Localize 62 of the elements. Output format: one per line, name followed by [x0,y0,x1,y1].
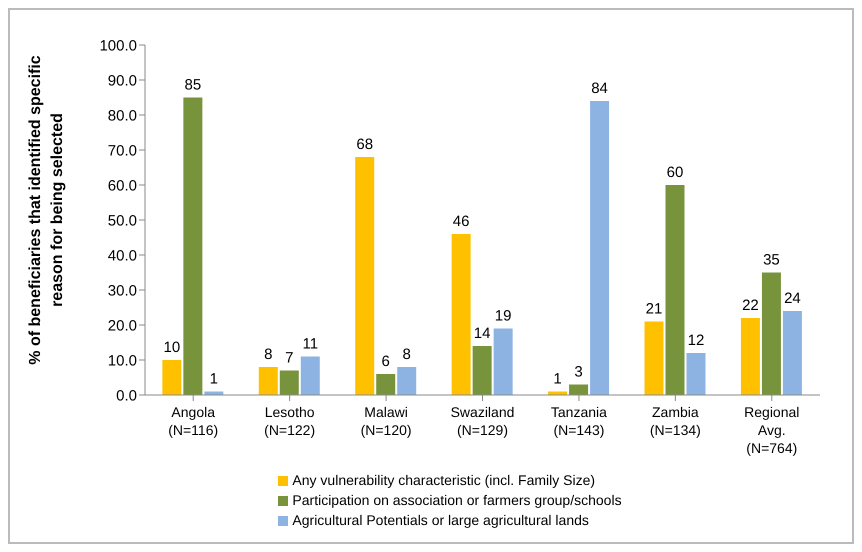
y-tick-label: 80.0 [108,107,137,124]
bar [644,322,664,395]
legend-label: Participation on association or farmers group/schools [292,492,622,508]
y-axis-title: % of beneficiaries that identified specific reason for being selected [27,55,66,365]
data-label: 7 [285,350,294,366]
y-tick-label: 30.0 [108,282,137,300]
x-tick-label: Regional Avg. (N=764) [744,404,800,456]
data-label: 6 [382,353,390,370]
bar [762,272,781,395]
bar [472,346,492,395]
data-label: 12 [688,332,704,349]
data-label: 1 [553,370,562,388]
bar [300,356,320,395]
data-label: 8 [264,346,272,363]
data-label: 11 [302,336,318,352]
bar [258,367,278,395]
x-tick-label: Malawi (N=120) [360,404,412,438]
data-label: 14 [474,325,490,342]
x-tick-label: Lesotho (N=122) [264,404,316,438]
bar [740,318,760,395]
legend-label: Any vulnerability characteristic (incl. Family Size) [292,472,596,488]
y-tick-label: 60.0 [108,177,137,194]
bar [452,234,471,395]
y-tick-label: 20.0 [108,317,137,334]
bar [590,101,610,395]
data-label: 3 [574,364,583,380]
data-label: 21 [646,300,662,318]
data-label: 35 [763,252,780,268]
data-label: 46 [452,213,470,230]
data-label: 8 [402,346,411,363]
x-tick-label: Swaziland (N=129) [450,404,514,438]
data-label: 10 [164,339,180,356]
x-tick-label: Tanzania (N=143) [550,404,608,438]
data-label: 1 [210,370,218,388]
data-label: 85 [184,76,202,94]
x-tick-label: Angola (N=116) [168,404,218,438]
y-tick-label: 90.0 [108,72,137,90]
bar [376,374,396,395]
data-label: 24 [784,290,801,307]
data-label: 60 [666,164,684,181]
y-tick-label: 0.0 [116,387,137,404]
bar [494,328,513,395]
bar [686,353,706,395]
data-label: 19 [494,308,512,324]
y-tick-label: 40.0 [108,247,137,264]
data-label: 22 [742,297,759,314]
bar [397,367,416,395]
bar [782,311,802,395]
legend-label: Agricultural Potentials or large agricultural lands [292,512,589,528]
y-tick-label: 50.0 [108,212,137,230]
y-tick-label: 100.0 [99,37,137,54]
bar [355,157,374,395]
data-label: 68 [356,136,374,153]
bar [666,185,684,395]
x-tick-label: Zambia (N=134) [650,404,701,438]
bar [162,360,182,395]
y-tick-label: 10.0 [108,352,137,370]
bar [183,98,202,395]
bar [280,370,299,395]
data-label: 84 [591,80,608,97]
bar [569,384,588,395]
y-tick-label: 70.0 [108,142,137,160]
